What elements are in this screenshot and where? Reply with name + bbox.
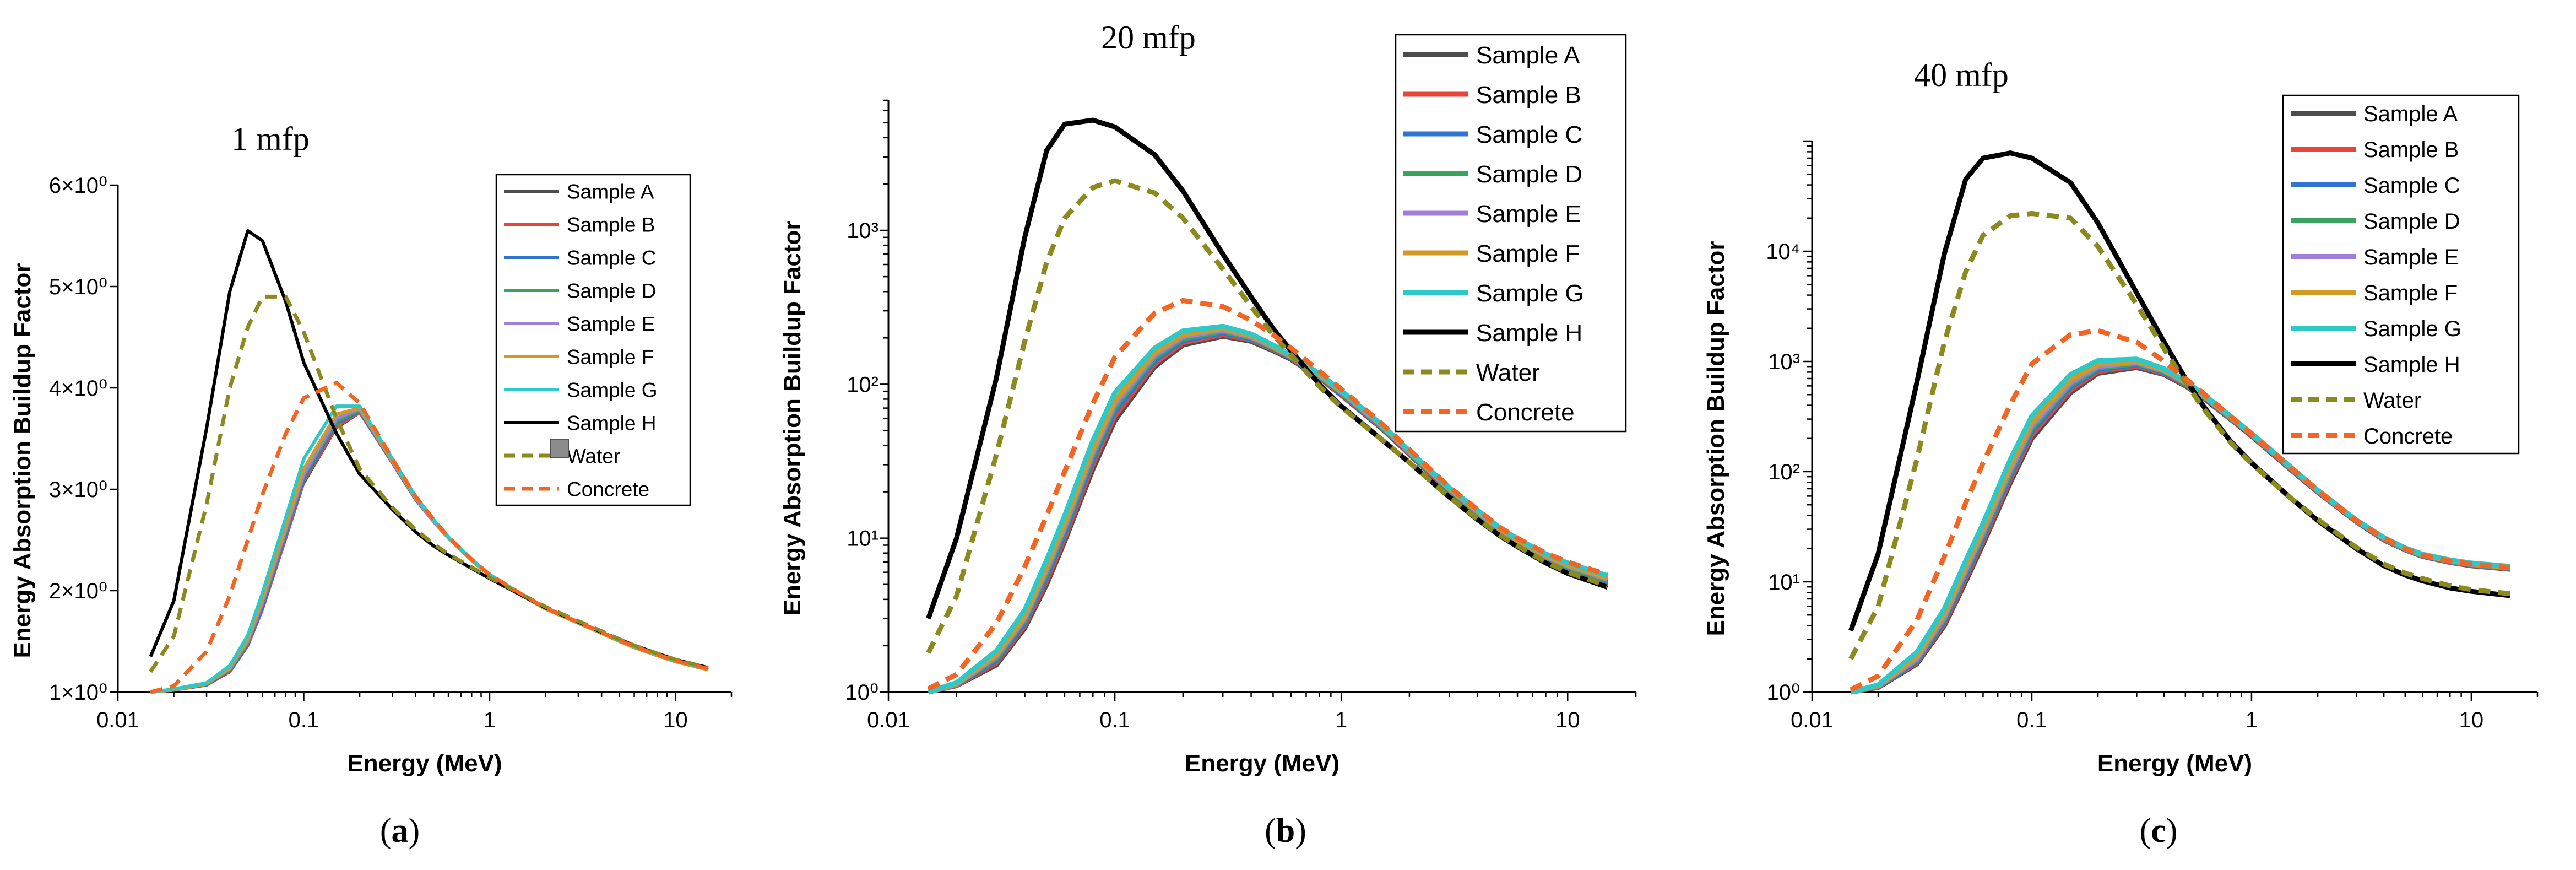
legend-label: Sample F bbox=[1476, 240, 1580, 267]
x-tick-label: 0.01 bbox=[96, 708, 139, 732]
legend-box bbox=[2282, 94, 2520, 455]
y-tick-label: 1×10⁰ bbox=[49, 680, 107, 705]
series-line-concrete bbox=[1850, 328, 2510, 692]
series-line-water bbox=[926, 178, 1609, 654]
y-tick-label: 10⁰ bbox=[1766, 680, 1800, 705]
x-tick-label: 0.1 bbox=[289, 708, 319, 732]
legend-label: Sample A bbox=[567, 180, 654, 203]
legend-label: Sample B bbox=[1476, 82, 1581, 109]
legend-label: Sample H bbox=[567, 412, 656, 434]
y-axis-label: Energy Absorption Buildup Factor bbox=[9, 263, 36, 658]
x-tick-label: 0.01 bbox=[1791, 708, 1834, 732]
legend-label: Concrete bbox=[1476, 399, 1575, 426]
y-tick-label: 10³ bbox=[847, 219, 878, 243]
y-tick-label: 10³ bbox=[1768, 350, 1800, 374]
y-tick-label: 5×10⁰ bbox=[49, 275, 107, 299]
marker-square bbox=[550, 439, 569, 458]
legend: Sample A Sample B Sample C Sample D Sample E… bbox=[495, 174, 691, 506]
legend-label: Sample A bbox=[2363, 102, 2458, 126]
legend-label: Sample G bbox=[2363, 317, 2461, 341]
legend-label: Sample A bbox=[1476, 42, 1580, 69]
legend-label: Sample E bbox=[567, 312, 655, 335]
legend-label: Sample E bbox=[1476, 201, 1581, 228]
legend-box bbox=[1395, 34, 1627, 433]
x-axis-ticks: 0.01 0.1 1 10 bbox=[867, 692, 1637, 732]
panel-caption: (c) bbox=[2140, 812, 2178, 850]
chart-title: 40 mfp bbox=[1914, 57, 2009, 93]
legend-label: Concrete bbox=[567, 478, 649, 500]
legend-label: Sample G bbox=[1476, 280, 1584, 307]
legend-label: Sample C bbox=[567, 246, 656, 269]
legend-label: Sample H bbox=[2363, 353, 2460, 377]
legend-label: Sample C bbox=[2363, 174, 2460, 198]
legend-label: Sample E bbox=[2363, 245, 2459, 269]
x-tick-label: 10 bbox=[2459, 708, 2484, 732]
x-tick-label: 1 bbox=[1335, 708, 1347, 732]
x-tick-label: 10 bbox=[663, 708, 688, 732]
y-axis-ticks: 10⁰ 10¹ 10² 10³ 10⁴ bbox=[1766, 140, 1812, 705]
series-line-concrete bbox=[927, 298, 1608, 691]
x-axis-ticks: 0.01 0.1 1 10 bbox=[1791, 692, 2539, 732]
y-tick-label: 10² bbox=[847, 372, 878, 397]
chart-title: 1 mfp bbox=[231, 121, 310, 157]
legend-label: Sample D bbox=[2363, 209, 2460, 234]
legend-label: Sample C bbox=[1476, 121, 1582, 148]
chart-panel-3: 40 mfp 0.01 0.1 1 10 10⁰ 10¹ 10² 10³ 10⁴ Energy (M… bbox=[1702, 57, 2539, 850]
y-tick-label: 4×10⁰ bbox=[49, 376, 107, 401]
legend-label: Sample D bbox=[567, 279, 656, 302]
series-lines bbox=[1848, 150, 2510, 695]
legend-label: Sample F bbox=[567, 345, 654, 368]
y-axis-ticks: 10⁰ 10¹ 10² 10³ bbox=[845, 99, 888, 705]
x-axis-label: Energy (MeV) bbox=[1185, 750, 1339, 777]
y-tick-label: 10² bbox=[1768, 460, 1800, 484]
x-axis-label: Energy (MeV) bbox=[2097, 750, 2252, 777]
x-tick-label: 0.1 bbox=[2016, 708, 2047, 732]
legend-label: Sample B bbox=[2363, 138, 2459, 162]
legend-label: Water bbox=[567, 445, 620, 467]
legend-label: Water bbox=[1476, 359, 1540, 386]
chart-panel-2: 20 mfp 0.01 0.1 1 10 10⁰ 10¹ 10² 10³ Energy (MeV)… bbox=[779, 19, 1637, 850]
x-tick-label: 10 bbox=[1555, 708, 1580, 732]
y-tick-label: 10⁰ bbox=[845, 680, 878, 705]
y-axis-ticks: 1×10⁰ 2×10⁰ 3×10⁰ 4×10⁰ 5×10⁰ 6×10⁰ bbox=[49, 174, 118, 705]
y-axis-label: Energy Absorption Buildup Factor bbox=[1702, 241, 1729, 636]
y-tick-label: 10¹ bbox=[847, 527, 878, 551]
legend-label: Sample H bbox=[1476, 320, 1582, 347]
legend-label: Sample G bbox=[567, 379, 658, 401]
chart-panel-1: 1 mfp 0.01 0.1 1 10 1×10⁰ 2×10⁰ 3×10⁰ 4×10⁰ 5×10⁰… bbox=[9, 121, 733, 850]
legend: Sample A Sample B Sample C Sample D Sample E… bbox=[2282, 94, 2520, 455]
panel-caption: (a) bbox=[380, 812, 420, 850]
y-tick-label: 10¹ bbox=[1768, 570, 1800, 595]
x-axis-ticks: 0.01 0.1 1 10 bbox=[96, 692, 733, 732]
panel-caption: (b) bbox=[1265, 812, 1306, 850]
series-lines bbox=[149, 229, 709, 694]
legend: Sample A Sample B Sample C Sample D Sample E… bbox=[1395, 34, 1627, 433]
y-tick-label: 6×10⁰ bbox=[49, 174, 107, 198]
chart-title: 20 mfp bbox=[1101, 19, 1196, 56]
series-line-concrete bbox=[150, 381, 709, 694]
x-tick-label: 1 bbox=[484, 708, 496, 732]
legend-label: Sample F bbox=[2363, 281, 2458, 305]
legend-label: Water bbox=[2363, 388, 2421, 413]
x-tick-label: 0.01 bbox=[867, 708, 910, 732]
legend-label: Concrete bbox=[2363, 424, 2453, 448]
series-lines bbox=[926, 117, 1609, 695]
x-axis-label: Energy (MeV) bbox=[347, 750, 502, 777]
series-line-water bbox=[149, 294, 709, 673]
y-axis-label: Energy Absorption Buildup Factor bbox=[779, 220, 806, 615]
x-tick-label: 1 bbox=[2246, 708, 2258, 732]
legend-label: Sample D bbox=[1476, 161, 1582, 188]
series-line-water bbox=[1848, 211, 2510, 660]
y-tick-label: 3×10⁰ bbox=[49, 478, 107, 502]
x-tick-label: 0.1 bbox=[1099, 708, 1130, 732]
legend-label: Sample B bbox=[567, 213, 655, 236]
legend-box bbox=[495, 174, 691, 506]
y-tick-label: 2×10⁰ bbox=[49, 579, 107, 603]
y-tick-label: 10⁴ bbox=[1766, 240, 1800, 264]
